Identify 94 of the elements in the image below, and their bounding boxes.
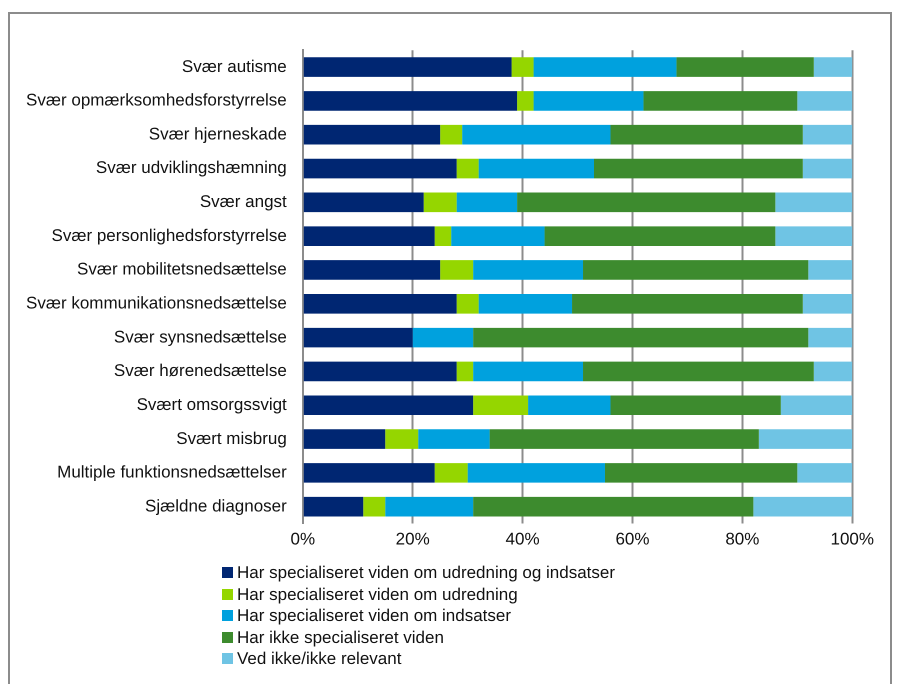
bar [808, 260, 852, 280]
bar [440, 124, 462, 145]
bar [304, 260, 440, 280]
bar [412, 328, 474, 348]
x-tick-label: 100% [830, 529, 874, 548]
bar [775, 226, 852, 246]
bar [363, 496, 386, 516]
bar [473, 328, 808, 348]
bar [304, 395, 474, 416]
bar [473, 395, 528, 416]
y-tick-label: Svær personlighedsforstyrrelse [52, 226, 287, 245]
bar [440, 260, 474, 280]
bar [304, 57, 512, 77]
x-tick-label: 20% [396, 529, 430, 548]
legend-label: Ved ikke/ikke relevant [237, 648, 402, 670]
bar [676, 57, 814, 77]
bar [451, 226, 545, 246]
x-tick-label: 80% [725, 529, 760, 548]
bar [512, 57, 534, 77]
y-tick-label: Svær synsnedsættelse [114, 327, 287, 346]
bar [517, 192, 776, 212]
bar [517, 91, 534, 111]
bar [572, 294, 803, 314]
bar [594, 158, 803, 178]
bar [468, 463, 605, 483]
bar [534, 57, 676, 77]
y-tick-label: Svær hjerneskade [148, 124, 287, 144]
legend-label: Har specialiseret viden om udredning [237, 584, 518, 605]
bar [534, 91, 644, 111]
bar [473, 260, 584, 280]
bar [610, 395, 781, 416]
bar [434, 463, 468, 483]
bar [753, 496, 852, 516]
bar [304, 124, 440, 145]
y-tick-label: Svær opmærksomhedsforstyrrelse [26, 90, 287, 110]
bar [304, 192, 424, 212]
bar [456, 192, 518, 212]
bar [456, 158, 479, 178]
bar [780, 395, 852, 416]
bar [304, 429, 386, 449]
bar [478, 294, 572, 314]
bar [604, 463, 798, 483]
x-tick-label: 60% [615, 529, 650, 548]
y-tick-label: Svær autisme [182, 56, 287, 76]
bar [808, 328, 852, 348]
bar [304, 463, 435, 483]
bar [304, 91, 518, 111]
bar [462, 124, 610, 145]
y-tick-label: Svær angst [200, 192, 288, 212]
bar [797, 91, 852, 111]
bar [385, 496, 474, 516]
bar [385, 429, 418, 449]
bar [456, 362, 474, 382]
bar [802, 124, 852, 145]
bar [473, 496, 754, 516]
y-tick-label: Svær mobilitetsnedsættelse [77, 260, 287, 279]
x-tick-label: 40% [506, 529, 540, 548]
bar [544, 226, 776, 246]
bar [304, 158, 457, 178]
bar [528, 395, 610, 416]
x-tick-label: 0% [290, 529, 316, 548]
bar [424, 192, 457, 212]
bar [304, 362, 457, 382]
bar [802, 294, 852, 314]
legend-label: Har specialiseret viden om udredning og indsatser [237, 562, 615, 584]
bar [304, 294, 457, 314]
bar [758, 429, 852, 449]
bar [643, 91, 798, 111]
y-tick-label: Multiple funktionsnedsættelser [57, 462, 288, 482]
bar [304, 226, 435, 246]
bar [304, 328, 413, 348]
bar [583, 362, 814, 382]
y-tick-label: Svær udviklingshæmning [96, 158, 287, 178]
bar [490, 429, 759, 449]
legend-label: Har specialiseret viden om indsatser [237, 605, 512, 626]
bar [473, 362, 584, 382]
bar [583, 260, 808, 280]
bar [418, 429, 490, 449]
legend-label: Har ikke specialiseret viden [237, 626, 444, 648]
y-tick-label: Sjældne diagnoser [145, 496, 288, 516]
bar [478, 158, 594, 178]
bar [814, 362, 852, 382]
bar [797, 463, 852, 483]
y-tick-label: Svær kommunikationsnedsættelse [26, 293, 287, 312]
y-tick-label: Svært misbrug [176, 428, 287, 448]
bar [814, 57, 852, 77]
bar [775, 192, 852, 212]
bar [304, 496, 364, 516]
bar [802, 158, 852, 178]
bar [456, 294, 479, 314]
y-tick-label: Svær hørenedsættelse [114, 361, 287, 380]
y-tick-label: Svært omsorgssvigt [136, 394, 288, 414]
bar [434, 226, 452, 246]
bar [610, 124, 803, 145]
